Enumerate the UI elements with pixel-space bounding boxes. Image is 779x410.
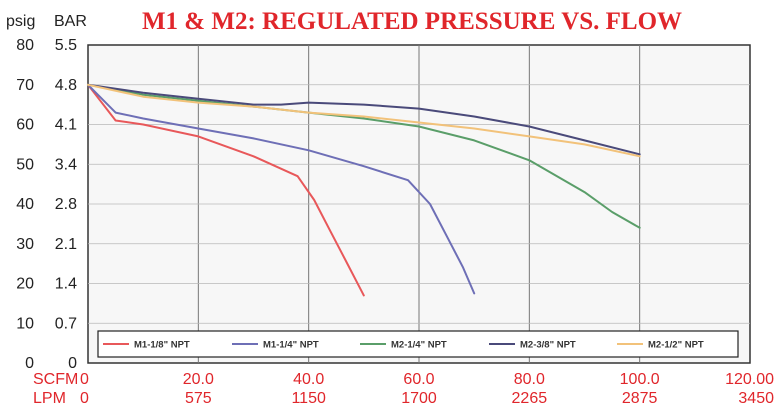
bar-tick-label: 2.1 [55, 236, 77, 253]
bar-unit-label: BAR [54, 13, 87, 30]
legend-label-5: M2-1/2" NPT [648, 340, 704, 351]
series-line-4 [87, 83, 641, 156]
lpm-unit-label: LPM [33, 390, 66, 407]
psig-tick-label: 0 [25, 355, 34, 372]
psig-tick-label: 70 [16, 77, 34, 94]
scfm-unit-label: SCFM [33, 371, 78, 388]
scfm-tick-label: 60.0 [403, 371, 434, 388]
bar-tick-label: 4.1 [55, 117, 77, 134]
bar-tick-label: 5.5 [55, 37, 77, 54]
scfm-tick-label: 100.0 [620, 371, 660, 388]
psig-unit-label: psig [6, 13, 35, 30]
scfm-tick-label: 20.0 [183, 371, 214, 388]
chart-title: M1 & M2: REGULATED PRESSURE VS. FLOW [142, 8, 682, 35]
scfm-tick-label: 0 [80, 371, 89, 388]
legend-label-2: M1-1/4" NPT [263, 340, 319, 351]
psig-tick-label: 30 [16, 236, 34, 253]
legend: M1-1/8" NPT M1-1/4" NPT M2-1/4" NPT M2-3/8"… [97, 330, 739, 358]
y-axis-ticks: 80 5.5 70 4.8 60 4.1 50 3.4 40 2.8 30 2.1 20 1.4 10 0.7… [16, 37, 77, 372]
x-axis-ticks: 0 0 20.0 575 40.0 1150 60.0 1700 80.0 2265 100.0 28… [80, 371, 774, 407]
series-layer [87, 83, 641, 297]
legend-label-1: M1-1/8" NPT [134, 340, 190, 351]
scfm-tick-label: 80.0 [514, 371, 545, 388]
lpm-tick-label: 2875 [622, 390, 658, 407]
series-line-5 [87, 83, 641, 158]
lpm-tick-label: 2265 [512, 390, 548, 407]
lpm-tick-label: 575 [185, 390, 212, 407]
psig-tick-label: 60 [16, 117, 34, 134]
lpm-tick-label: 3450 [738, 390, 774, 407]
scfm-tick-label: 120.00 [725, 371, 774, 388]
psig-tick-label: 10 [16, 315, 34, 332]
bar-tick-label: 0.7 [55, 315, 77, 332]
grid-lines [88, 45, 750, 363]
bar-tick-label: 3.4 [55, 156, 77, 173]
series-line-2 [87, 83, 476, 295]
bar-tick-label: 1.4 [55, 276, 77, 293]
psig-tick-label: 50 [16, 156, 34, 173]
scfm-tick-label: 40.0 [293, 371, 324, 388]
bar-tick-label: 2.8 [55, 196, 77, 213]
series-line-1 [87, 83, 365, 297]
lpm-tick-label: 1150 [291, 390, 326, 407]
legend-label-4: M2-3/8" NPT [520, 340, 576, 351]
psig-tick-label: 80 [16, 37, 34, 54]
lpm-tick-label: 0 [80, 390, 89, 407]
psig-tick-label: 20 [16, 276, 34, 293]
bar-tick-label: 0 [68, 355, 77, 372]
psig-tick-label: 40 [16, 196, 34, 213]
series-line-3 [87, 83, 641, 229]
bar-tick-label: 4.8 [55, 77, 77, 94]
lpm-tick-label: 1700 [401, 390, 437, 407]
legend-label-3: M2-1/4" NPT [391, 340, 447, 351]
